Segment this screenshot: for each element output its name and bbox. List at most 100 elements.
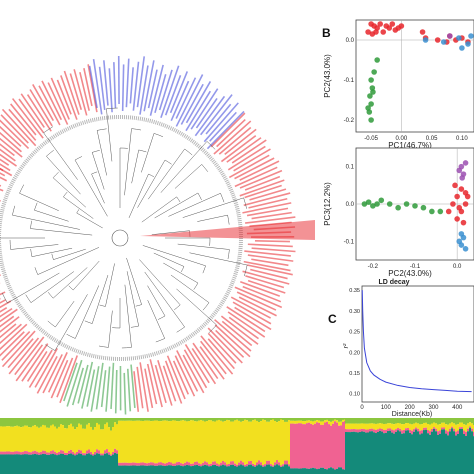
structure-bar-segment <box>196 421 199 462</box>
structure-bar-segment <box>300 420 303 424</box>
structure-bar-segment <box>48 452 51 455</box>
structure-bar-segment <box>42 450 45 454</box>
structure-bar-segment <box>90 454 93 474</box>
structure-bar-segment <box>385 418 388 424</box>
ld-xlabel: Distance(Kb) <box>392 411 432 418</box>
tree-tip <box>0 331 25 357</box>
structure-bar-segment <box>298 418 301 421</box>
structure-bar-segment <box>318 420 321 423</box>
structure-bar-segment <box>429 418 432 425</box>
structure-bar-segment <box>210 466 213 474</box>
tree-branch <box>108 310 113 348</box>
structure-bar-segment <box>387 418 390 424</box>
tree-tip <box>136 56 146 108</box>
structure-bar-segment <box>417 428 420 432</box>
structure-bar-segment <box>286 421 289 461</box>
structure-bar-segment <box>455 418 458 425</box>
ld-y-tick: 0.30 <box>349 309 360 315</box>
structure-bar-segment <box>238 418 241 421</box>
structure-bar-segment <box>184 465 187 474</box>
structure-bar-segment <box>172 465 175 474</box>
pca1-point <box>459 45 465 51</box>
pca1-point <box>368 77 374 83</box>
structure-bar-segment <box>252 418 255 421</box>
pca1-point <box>398 23 405 29</box>
structure-bar-segment <box>312 467 315 474</box>
structure-bar-segment <box>106 418 109 423</box>
tree-tip <box>92 59 103 115</box>
pca2-y-tick: -0.1 <box>344 239 355 245</box>
structure-bar-segment <box>286 464 289 474</box>
tree-tip <box>56 357 74 398</box>
tree-arc <box>176 196 181 203</box>
structure-bar-segment <box>254 466 257 474</box>
structure-bar-segment <box>365 418 368 424</box>
pca2-point <box>458 231 465 237</box>
structure-bar-segment <box>204 421 207 462</box>
structure-bar-segment <box>332 468 335 474</box>
tree-arc <box>34 202 38 211</box>
structure-bar-segment <box>373 432 376 474</box>
pca1-point <box>380 29 387 35</box>
structure-bar-segment <box>120 462 123 466</box>
structure-bar-segment <box>124 465 127 474</box>
tree-tip <box>90 366 100 412</box>
structure-bar-segment <box>443 422 446 428</box>
structure-bar-segment <box>88 418 91 424</box>
pca2-point <box>462 201 469 207</box>
structure-bar-segment <box>230 418 233 422</box>
structure-bar-segment <box>40 418 43 427</box>
structure-bar-segment <box>284 460 287 465</box>
pca2-x-tick: -0.1 <box>410 264 421 270</box>
structure-bar-segment <box>407 418 410 424</box>
tree-tip <box>200 94 233 136</box>
structure-bar-segment <box>60 418 63 425</box>
structure-bar-segment <box>385 429 388 433</box>
structure-bar-segment <box>46 427 49 453</box>
structure-bar-segment <box>355 418 358 424</box>
tree-tip <box>169 71 189 114</box>
structure-bar-segment <box>72 454 75 474</box>
pca1-y-tick: -0.2 <box>344 118 355 124</box>
structure-bar-segment <box>389 430 392 474</box>
tree-tip <box>215 329 245 358</box>
structure-bar-segment <box>198 465 201 474</box>
structure-bar-segment <box>296 420 299 424</box>
structure-bar-segment <box>262 418 265 420</box>
structure-bar-segment <box>132 462 135 466</box>
structure-bar-segment <box>427 430 430 434</box>
structure-bar-segment <box>100 418 103 430</box>
structure-bar-segment <box>383 429 386 434</box>
tree-tip <box>0 148 16 162</box>
tree-branch <box>106 108 113 162</box>
tree-tip <box>71 367 85 406</box>
tree-arc <box>176 326 185 333</box>
structure-bar-segment <box>425 418 428 423</box>
tree-arc <box>66 333 76 339</box>
structure-bar-segment <box>270 418 273 421</box>
structure-bar-segment <box>399 423 402 429</box>
structure-bar-segment <box>280 465 283 467</box>
tree-tip <box>199 346 225 380</box>
ld-y-tick: 0.25 <box>349 330 360 336</box>
structure-bar-segment <box>46 452 49 455</box>
structure-bar-segment <box>373 429 376 433</box>
tree-tip <box>166 355 186 400</box>
structure-bar-segment <box>351 418 354 424</box>
tree-tip <box>81 361 94 409</box>
structure-bar-segment <box>188 421 191 463</box>
structure-bar-segment <box>126 465 129 474</box>
structure-bar-segment <box>437 418 440 425</box>
structure-bar-segment <box>322 424 325 468</box>
structure-bar-segment <box>186 418 189 422</box>
tree-tip <box>216 118 246 148</box>
tree-arc <box>201 164 209 172</box>
structure-bar-segment <box>361 418 364 424</box>
structure-bar-segment <box>224 421 227 463</box>
tree-branch <box>30 271 75 303</box>
structure-bar-segment <box>72 418 75 427</box>
structure-bar-segment <box>347 429 350 433</box>
structure-bar-segment <box>407 428 410 431</box>
pca2-point <box>445 208 452 215</box>
tree-branch <box>55 300 75 328</box>
